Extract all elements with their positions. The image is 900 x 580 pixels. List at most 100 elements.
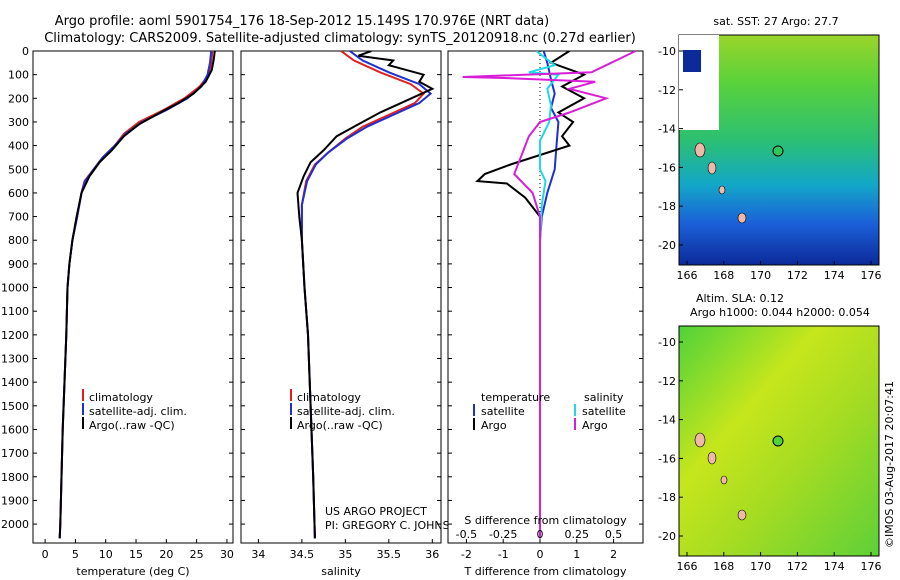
x-tick-label: -1 xyxy=(498,548,509,561)
y-tick-label: 400 xyxy=(8,140,29,153)
y-tick-label: 500 xyxy=(8,163,29,176)
temperature-panel-xlabel: temperature (deg C) xyxy=(76,565,189,578)
y-tick-label: 1100 xyxy=(1,305,29,318)
difference-panel: -2 -1 0 1 2 T difference from climatology temp… xyxy=(447,50,644,578)
map-x-tick-label: 170 xyxy=(750,269,771,282)
legend-label: satellite-adj. clim. xyxy=(89,405,187,418)
x2-tick-label: 0.25 xyxy=(565,528,590,541)
sla-map-island xyxy=(707,451,717,465)
sst-map: sat. SST: 27 Argo: 27.7 166 168 170 172 174 1… xyxy=(658,15,881,282)
difference-panel-frame xyxy=(447,50,644,544)
legend-label: satellite-adj. clim. xyxy=(297,405,395,418)
series-line-argo xyxy=(58,51,216,539)
y-tick-label: 1500 xyxy=(1,400,29,413)
map-x-tick-label: 170 xyxy=(750,560,771,573)
legend-label: satellite xyxy=(481,405,525,418)
salinity-panel-xlabel: salinity xyxy=(321,565,361,578)
y-tick-label: 0 xyxy=(22,45,29,58)
x-tick-label: 34.5 xyxy=(290,548,315,561)
map-y-tick-label: -14 xyxy=(658,414,676,427)
map-x-tick-label: 172 xyxy=(787,560,808,573)
y-tick-label: 1300 xyxy=(1,353,29,366)
legend-title-salinity: salinity xyxy=(584,391,624,404)
map-y-tick-label: -10 xyxy=(658,336,676,349)
x-tick-label: 0 xyxy=(536,548,543,561)
map-x-tick-label: 166 xyxy=(677,560,698,573)
series-line-s_argo xyxy=(462,51,637,539)
annotation-pi: PI: GREGORY C. JOHNSON xyxy=(325,519,466,532)
x-tick-label: -2 xyxy=(461,548,472,561)
sst-map-island xyxy=(694,142,706,158)
difference-panel-xlabel: T difference from climatology xyxy=(464,565,627,578)
x2-tick-label: -0.25 xyxy=(489,528,517,541)
map-x-tick-label: 168 xyxy=(713,560,734,573)
temperature-panel: 0 5 10 15 20 25 300100200300400500600700800900… xyxy=(1,45,234,578)
profile-panels: 0 5 10 15 20 25 300100200300400500600700800900… xyxy=(1,45,644,578)
title-line-2: Climatology: CARS2009. Satellite-adjuste… xyxy=(44,31,636,46)
sla-map-float-marker[interactable] xyxy=(772,435,784,447)
x-tick-label: 25 xyxy=(190,548,204,561)
map-y-tick-label: -10 xyxy=(658,45,676,58)
temperature-panel-frame xyxy=(32,50,234,544)
y-tick-label: 1400 xyxy=(1,376,29,389)
x-tick-label: 1 xyxy=(573,548,580,561)
legend-title-temperature: temperature xyxy=(481,391,550,404)
x2-tick-label: 0 xyxy=(536,528,543,541)
sla-map-island xyxy=(737,509,747,521)
map-x-tick-label: 176 xyxy=(861,560,882,573)
sst-map-island xyxy=(707,161,717,175)
sst-map-island xyxy=(737,212,747,224)
map-y-tick-label: -16 xyxy=(658,452,676,465)
y-tick-label: 1700 xyxy=(1,447,29,460)
legend-label: Argo xyxy=(582,419,608,432)
map-x-tick-label: 176 xyxy=(861,269,882,282)
salinity-panel-frame xyxy=(240,50,442,544)
map-x-tick-label: 174 xyxy=(824,560,845,573)
sla-map-island xyxy=(694,432,706,448)
imos-watermark: ©IMOS 03-Aug-2017 20:07:41 xyxy=(883,381,896,548)
salinity-panel: 34 34.5 35 35.5 36 salinity climatologysatelli… xyxy=(240,50,466,578)
sla-map-title-2: Argo h1000: 0.044 h2000: 0.054 xyxy=(690,306,870,319)
sst-map-dark-patch xyxy=(683,50,701,72)
legend-label: climatology xyxy=(297,391,361,404)
x-tick-label: 10 xyxy=(99,548,113,561)
map-x-tick-label: 172 xyxy=(787,269,808,282)
map-x-tick-label: 168 xyxy=(713,269,734,282)
difference-panel-x2label: S difference from climatology xyxy=(464,514,627,527)
x-tick-label: 35.5 xyxy=(377,548,402,561)
legend-label: Argo(..raw -QC) xyxy=(89,419,175,432)
y-tick-label: 1900 xyxy=(1,494,29,507)
y-tick-label: 1200 xyxy=(1,329,29,342)
x-tick-label: 35 xyxy=(338,548,352,561)
y-tick-label: 700 xyxy=(8,211,29,224)
sla-map-island xyxy=(720,475,728,485)
sst-map-float-marker[interactable] xyxy=(772,145,784,157)
y-tick-label: 100 xyxy=(8,69,29,82)
series-line-argo xyxy=(296,51,435,539)
sst-map-island xyxy=(718,185,726,195)
legend-label: Argo xyxy=(481,419,507,432)
x2-tick-label: -0.5 xyxy=(456,528,477,541)
map-y-tick-label: -16 xyxy=(658,161,676,174)
y-tick-label: 600 xyxy=(8,187,29,200)
x-tick-label: 2 xyxy=(610,548,617,561)
y-tick-label: 1000 xyxy=(1,282,29,295)
map-y-tick-label: -12 xyxy=(658,375,676,388)
map-y-tick-label: -14 xyxy=(658,123,676,136)
sst-map-title: sat. SST: 27 Argo: 27.7 xyxy=(713,15,838,28)
legend-label: satellite xyxy=(582,405,626,418)
sla-map-axes: 166 168 170 172 174 176 -10 -12 -14 -16 -18 -20 xyxy=(658,336,881,573)
y-tick-label: 900 xyxy=(8,258,29,271)
sla-map-title-1: Altim. SLA: 0.12 xyxy=(696,292,784,305)
legend-label: Argo(..raw -QC) xyxy=(297,419,383,432)
y-tick-label: 2000 xyxy=(1,518,29,531)
sst-map-axes: 166 168 170 172 174 176 -10 -12 -14 -16 -18 -20 xyxy=(658,45,881,282)
x-tick-label: 30 xyxy=(220,548,234,561)
x-tick-label: 34 xyxy=(251,548,265,561)
map-y-tick-label: -18 xyxy=(658,491,676,504)
y-tick-label: 800 xyxy=(8,234,29,247)
map-x-tick-label: 166 xyxy=(677,269,698,282)
map-y-tick-label: -20 xyxy=(658,239,676,252)
annotation-project: US ARGO PROJECT xyxy=(325,505,427,518)
series-line-s_sat xyxy=(528,51,561,539)
